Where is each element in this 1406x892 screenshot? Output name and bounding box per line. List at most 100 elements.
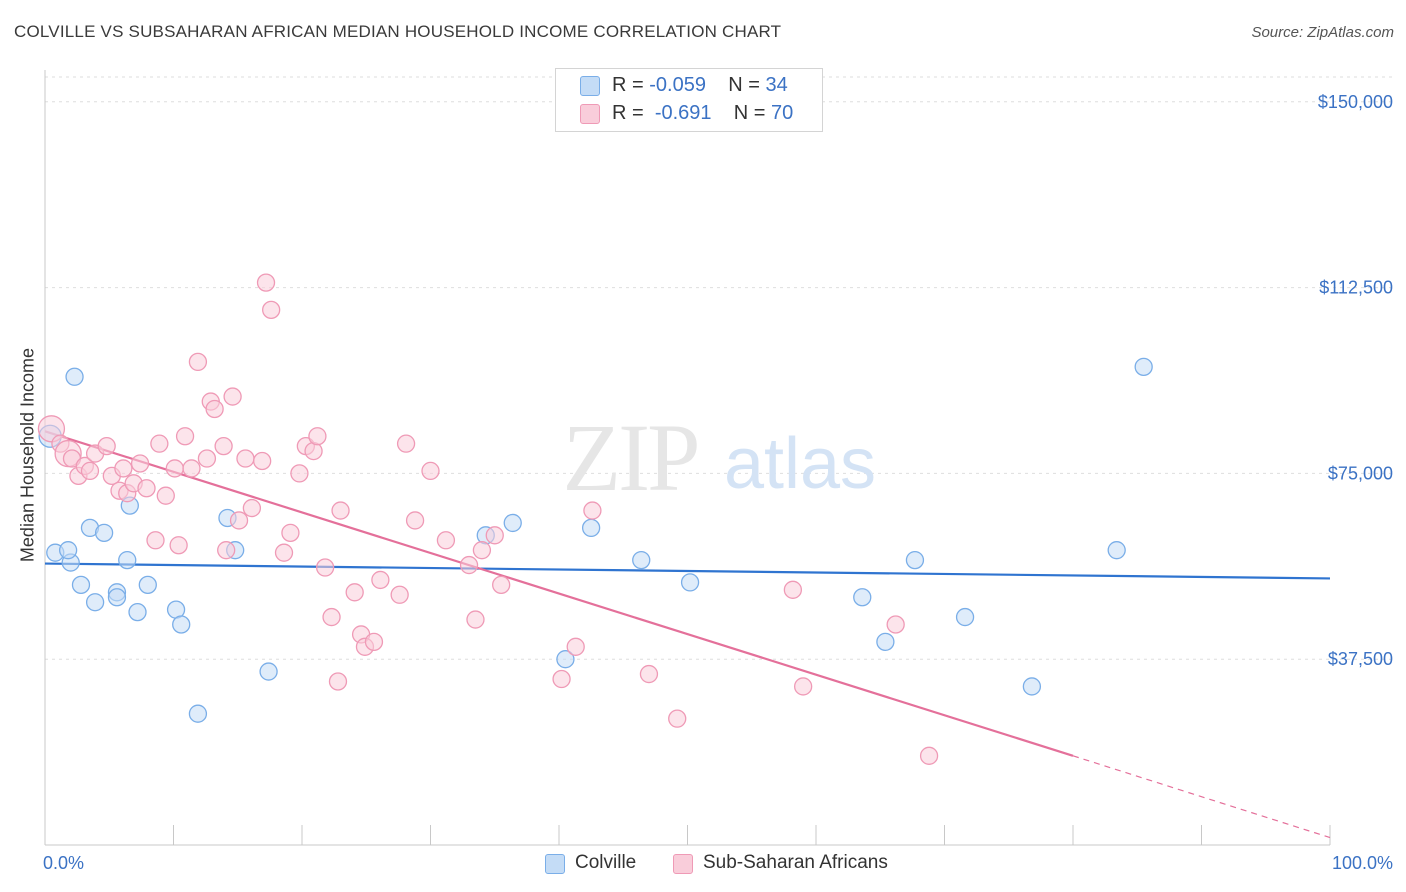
chart-title: COLVILLE VS SUBSAHARAN AFRICAN MEDIAN HO…	[14, 22, 782, 41]
y-tick-label: $37,500	[1328, 649, 1393, 669]
y-axis-label: Median Household Income	[17, 347, 38, 563]
legend-swatch-colville	[580, 76, 600, 96]
series-swatch-colville	[545, 854, 565, 874]
subsaharan-point	[371, 570, 390, 590]
subsaharan-point	[492, 575, 511, 595]
y-tick-label: $112,500	[1319, 278, 1393, 298]
subsaharan-point	[156, 486, 175, 505]
source-label: Source: ZipAtlas.com	[1251, 24, 1394, 41]
subsaharan-point	[223, 387, 242, 406]
series-label-subsaharan: Sub-Saharan Africans	[703, 852, 888, 873]
colville-point	[632, 550, 651, 570]
legend-r-value: -0.059	[649, 74, 706, 96]
subsaharan-point	[137, 479, 156, 498]
colville-point	[905, 550, 925, 570]
subsaharan-point	[331, 501, 350, 520]
axis-layer	[44, 70, 1331, 846]
colville-point	[118, 550, 137, 570]
y-tick-label: $150,000	[1318, 92, 1393, 112]
subsaharan-point	[217, 541, 236, 560]
legend-n-label: N =	[733, 102, 766, 124]
subsaharan-point	[253, 451, 272, 471]
subsaharan-point	[783, 580, 803, 599]
colville-trend-line	[44, 562, 1331, 580]
subsaharan-point	[315, 558, 335, 577]
subsaharan-point	[566, 637, 585, 656]
subsaharan-point	[328, 672, 348, 691]
subsaharan-point	[214, 436, 233, 456]
colville-point	[556, 650, 575, 669]
subsaharan-point	[290, 464, 309, 483]
x-tick-label-max: 100.0%	[1332, 853, 1393, 873]
subsaharan-point	[459, 555, 479, 575]
subsaharan-trend-extension	[1072, 755, 1331, 839]
subsaharan-point	[304, 441, 323, 461]
subsaharan-point	[150, 434, 169, 453]
colville-point	[71, 575, 91, 595]
subsaharan-point	[345, 583, 364, 602]
subsaharan-point	[281, 523, 300, 542]
subsaharan-point	[165, 459, 184, 478]
subsaharan-point	[169, 536, 188, 555]
subsaharan-point	[242, 498, 262, 518]
colville-point	[680, 573, 700, 592]
legend-n-value: 70	[771, 102, 794, 124]
subsaharan-point	[364, 632, 384, 652]
subsaharan-point	[485, 526, 504, 545]
subsaharan-point	[97, 436, 116, 456]
colville-point	[876, 632, 895, 652]
legend-swatch-subsaharan	[580, 104, 600, 124]
colville-point	[65, 367, 84, 386]
colville-point	[85, 593, 105, 612]
subsaharan-point	[197, 449, 217, 468]
subsaharan-point	[472, 541, 492, 560]
colville-point	[1107, 541, 1126, 560]
subsaharan-point	[668, 709, 687, 728]
subsaharan-point	[130, 454, 150, 473]
series-label-colville: Colville	[575, 852, 637, 873]
colville-point	[128, 602, 147, 622]
subsaharan-point	[396, 434, 416, 453]
subsaharan-point	[146, 531, 165, 550]
subsaharan-point	[80, 461, 100, 481]
series-swatch-subsaharan	[673, 854, 693, 874]
subsaharan-point	[229, 511, 249, 530]
watermark: ZIP atlas	[563, 404, 877, 511]
colville-point	[172, 615, 191, 634]
series-legend: Colville Sub-Saharan Africans	[0, 852, 1406, 878]
subsaharan-point	[308, 427, 327, 446]
legend-r-label: R =	[612, 74, 644, 96]
subsaharan-point	[256, 273, 276, 292]
subsaharan-point	[919, 746, 939, 765]
colville-point	[1022, 677, 1042, 696]
subsaharan-point	[205, 399, 224, 419]
subsaharan-point	[322, 607, 341, 627]
subsaharan-point	[639, 664, 659, 684]
colville-point	[1134, 357, 1153, 377]
subsaharan-point	[175, 427, 195, 446]
subsaharan-point	[466, 610, 485, 629]
subsaharan-point	[794, 677, 813, 696]
y-tick-label: $75,000	[1328, 463, 1393, 483]
subsaharan-point	[114, 459, 133, 478]
legend-n-label: N =	[728, 74, 760, 96]
subsaharan-point	[886, 615, 905, 634]
watermark-atlas: atlas	[724, 424, 876, 504]
correlation-legend: R = -0.059 N = 34 R = -0.691 N = 70	[555, 68, 823, 132]
tick-label-layer: $37,500 $75,000 $112,500 $150,000 0.0% 100.0%	[43, 92, 1393, 873]
subsaharan-point	[274, 543, 294, 562]
x-tick-label-min: 0.0%	[43, 853, 84, 873]
colville-point	[58, 541, 78, 560]
subsaharan-point	[405, 511, 425, 530]
subsaharan-point	[552, 669, 571, 689]
subsaharan-point	[188, 352, 208, 372]
subsaharan-point	[421, 461, 440, 481]
subsaharan-point	[262, 300, 281, 320]
subsaharan-point	[390, 585, 409, 604]
colville-point	[94, 523, 114, 542]
subsaharan-trend-line	[44, 430, 1074, 757]
colville-point	[188, 704, 208, 723]
points-layer	[37, 273, 1153, 765]
subsaharan-point	[436, 531, 456, 550]
